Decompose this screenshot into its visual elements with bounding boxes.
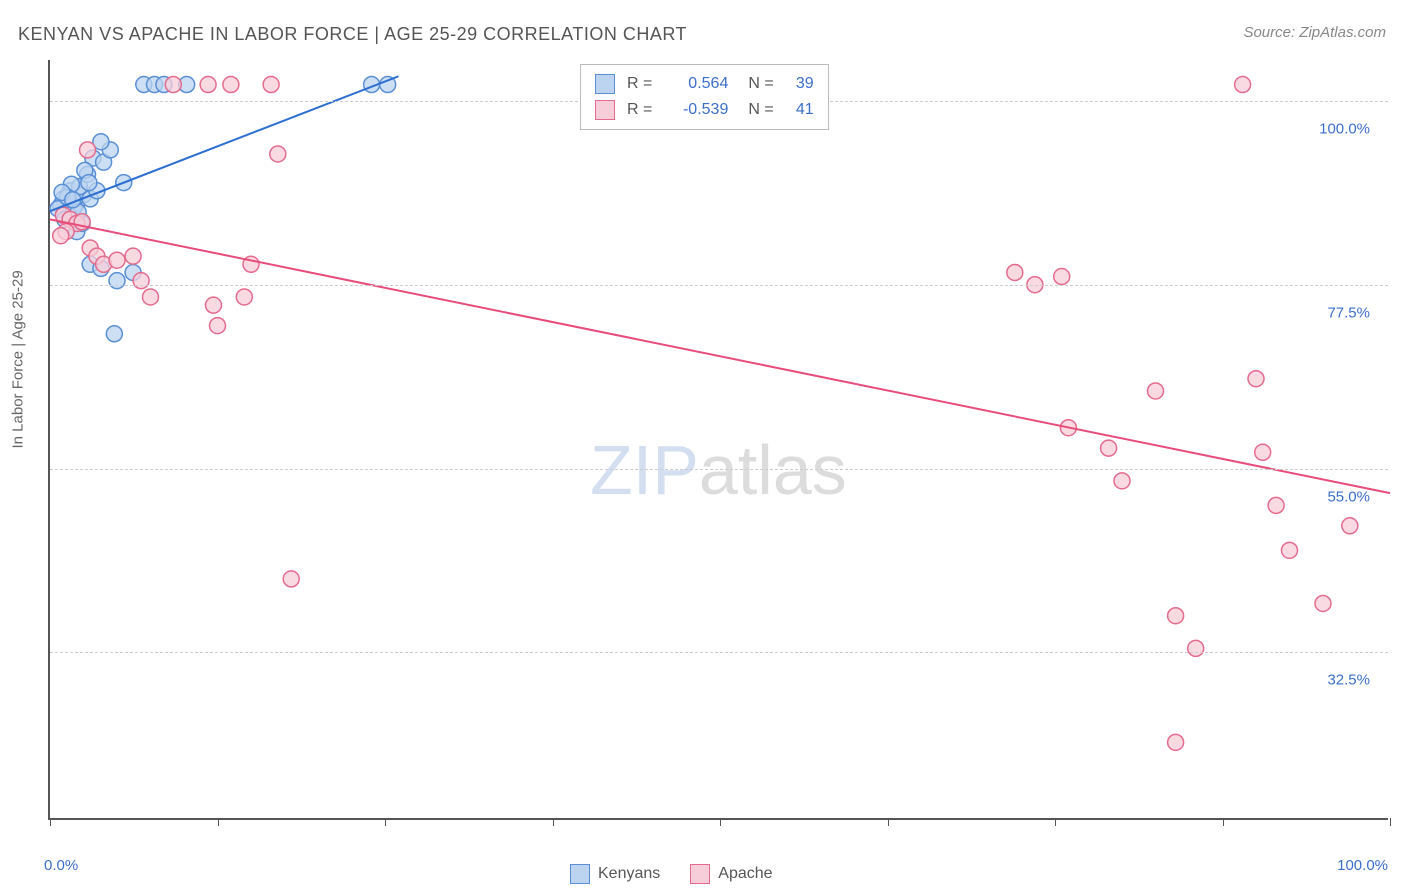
scatter-point: [125, 248, 141, 264]
scatter-point: [1148, 383, 1164, 399]
legend-row-apache: R = -0.539 N = 41: [595, 97, 814, 123]
x-tick: [888, 818, 889, 826]
legend-swatch-kenyans: [595, 74, 615, 94]
scatter-point: [106, 326, 122, 342]
y-axis-title: In Labor Force | Age 25-29: [10, 270, 27, 448]
trend-line: [50, 219, 1390, 493]
legend-swatch-apache-bottom: [690, 864, 710, 884]
grid-line: [50, 652, 1388, 653]
scatter-point: [1315, 595, 1331, 611]
chart-title: KENYAN VS APACHE IN LABOR FORCE | AGE 25…: [18, 24, 687, 45]
x-tick: [218, 818, 219, 826]
scatter-point: [1101, 440, 1117, 456]
x-tick-label-0: 0.0%: [44, 857, 78, 874]
scatter-point: [236, 289, 252, 305]
legend-r-label: R =: [627, 71, 652, 97]
scatter-point: [1054, 269, 1070, 285]
y-tick-label: 55.0%: [1327, 488, 1370, 505]
scatter-point: [81, 175, 97, 191]
x-tick: [385, 818, 386, 826]
scatter-point: [143, 289, 159, 305]
legend-label-kenyans: Kenyans: [598, 865, 660, 883]
source-attribution: Source: ZipAtlas.com: [1243, 24, 1386, 41]
scatter-svg: [50, 60, 1388, 818]
scatter-point: [53, 228, 69, 244]
scatter-point: [1168, 608, 1184, 624]
scatter-point: [205, 297, 221, 313]
y-tick-label: 100.0%: [1319, 120, 1370, 137]
scatter-point: [1007, 264, 1023, 280]
scatter-point: [165, 77, 181, 93]
y-tick-label: 77.5%: [1327, 304, 1370, 321]
legend-n-label: N =: [748, 71, 773, 97]
legend-n-value-kenyans: 39: [780, 71, 814, 97]
legend-r-label: R =: [627, 97, 652, 123]
scatter-point: [1188, 640, 1204, 656]
x-tick: [720, 818, 721, 826]
scatter-point: [223, 77, 239, 93]
legend-swatch-apache: [595, 100, 615, 120]
scatter-point: [1255, 444, 1271, 460]
plot-area: ZIPatlas 32.5%55.0%77.5%100.0%: [48, 60, 1388, 820]
scatter-point: [1282, 542, 1298, 558]
scatter-point: [283, 571, 299, 587]
scatter-point: [109, 252, 125, 268]
legend-n-label: N =: [748, 97, 773, 123]
scatter-point: [1268, 497, 1284, 513]
scatter-point: [263, 77, 279, 93]
grid-line: [50, 469, 1388, 470]
scatter-point: [1114, 473, 1130, 489]
legend-label-apache: Apache: [718, 865, 772, 883]
legend-row-kenyans: R = 0.564 N = 39: [595, 71, 814, 97]
scatter-point: [200, 77, 216, 93]
series-legend: Kenyans Apache: [570, 864, 773, 884]
correlation-legend: R = 0.564 N = 39 R = -0.539 N = 41: [580, 64, 829, 130]
scatter-point: [270, 146, 286, 162]
legend-r-value-apache: -0.539: [658, 97, 728, 123]
x-tick: [1055, 818, 1056, 826]
scatter-point: [210, 318, 226, 334]
scatter-point: [1248, 371, 1264, 387]
y-tick-label: 32.5%: [1327, 672, 1370, 689]
legend-r-value-kenyans: 0.564: [658, 71, 728, 97]
x-tick-label-100: 100.0%: [1337, 857, 1388, 874]
x-tick: [50, 818, 51, 826]
legend-n-value-apache: 41: [780, 97, 814, 123]
scatter-point: [1168, 734, 1184, 750]
x-tick: [1390, 818, 1391, 826]
scatter-point: [80, 142, 96, 158]
scatter-point: [1235, 77, 1251, 93]
scatter-point: [133, 273, 149, 289]
legend-swatch-kenyans-bottom: [570, 864, 590, 884]
grid-line: [50, 285, 1388, 286]
x-tick: [1223, 818, 1224, 826]
legend-item-kenyans: Kenyans: [570, 864, 660, 884]
scatter-point: [109, 273, 125, 289]
legend-item-apache: Apache: [690, 864, 772, 884]
x-tick: [553, 818, 554, 826]
scatter-point: [1342, 518, 1358, 534]
